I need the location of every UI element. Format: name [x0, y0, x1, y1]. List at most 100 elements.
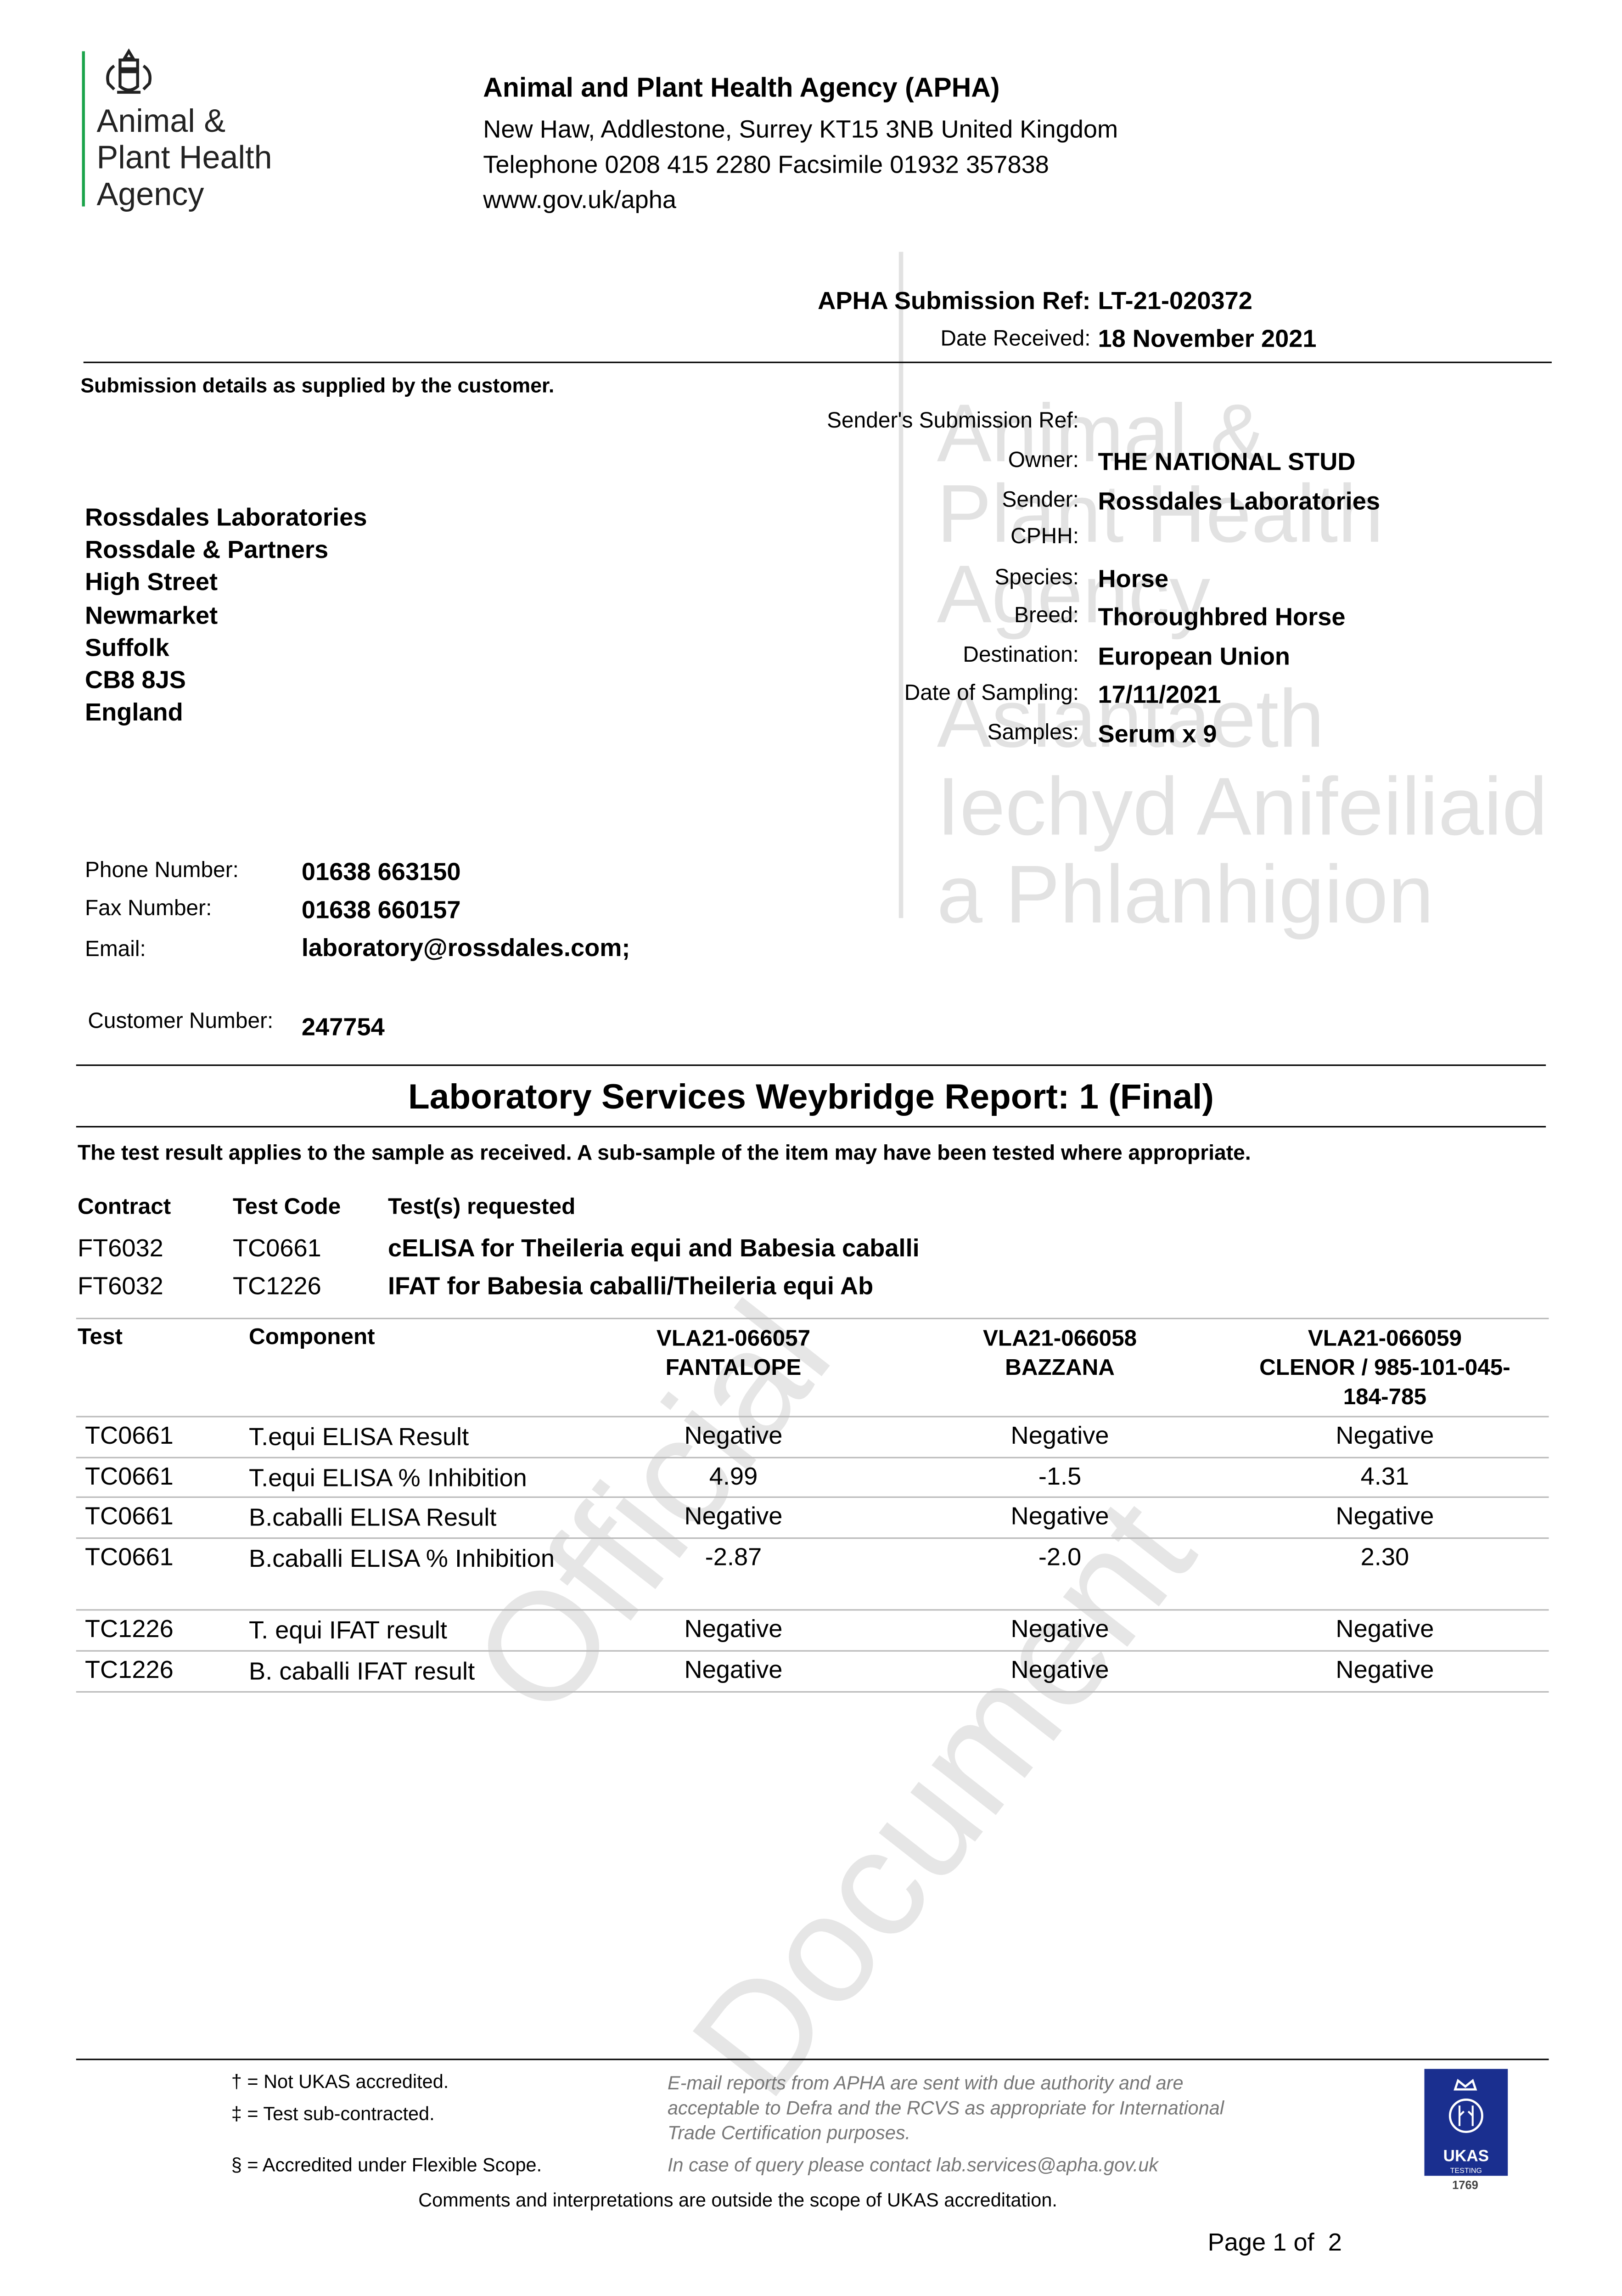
- customer-number-label: Customer Number:: [88, 1008, 274, 1034]
- org-address: New Haw, Addlestone, Surrey KT15 3NB Uni…: [483, 115, 1118, 144]
- fax-label: Fax Number:: [84, 896, 212, 921]
- phone-value: 01638 663150: [301, 858, 461, 886]
- col-header: Test(s) requested: [387, 1194, 576, 1220]
- component: T.equi ELISA % Inhibition: [249, 1464, 527, 1492]
- detail-label: CPHH:: [1010, 524, 1079, 549]
- email-value: laboratory@rossdales.com;: [301, 934, 630, 962]
- component: B.caballi ELISA Result: [249, 1503, 497, 1532]
- divider: [83, 361, 1552, 363]
- row-divider: [76, 1537, 1549, 1539]
- date-received-label: Date Received:: [940, 326, 1091, 352]
- ukas-comments: Comments and interpretations are outside…: [418, 2189, 1057, 2211]
- ukas-number: 1769: [1452, 2178, 1478, 2192]
- detail-value: THE NATIONAL STUD: [1098, 448, 1356, 476]
- org-name: Animal and Plant Health Agency (APHA): [483, 72, 1000, 103]
- contract: FT6032: [77, 1272, 163, 1300]
- component: B. caballi IFAT result: [249, 1657, 475, 1686]
- watermark-text: Animal &: [937, 386, 1265, 479]
- test-code: TC0661: [84, 1502, 174, 1531]
- footnote: ‡ = Test sub-contracted.: [231, 2102, 435, 2125]
- col-header: Contract: [77, 1194, 171, 1220]
- result-sample-3: 2.30: [1360, 1543, 1409, 1571]
- detail-value: Horse: [1098, 565, 1169, 593]
- result-sample-1: 4.99: [709, 1463, 758, 1491]
- result-sample-3: Negative: [1336, 1422, 1434, 1450]
- detail-label: Date of Sampling:: [904, 681, 1079, 706]
- org-phone: Telephone 0208 415 2280 Facsimile 01932 …: [483, 151, 1049, 179]
- logo-text: Animal & Plant Health Agency: [96, 102, 272, 213]
- watermark-text: Agency: [937, 547, 1211, 640]
- footnote: § = Accredited under Flexible Scope.: [231, 2154, 542, 2176]
- detail-label: Sender:: [1002, 487, 1079, 513]
- customer-number-value: 247754: [301, 1013, 385, 1041]
- detail-value: Rossdales Laboratories: [1098, 487, 1381, 516]
- email-note: E-mail reports from APHA are sent with d…: [668, 2071, 1224, 2144]
- query-note: In case of query please contact lab.serv…: [668, 2154, 1159, 2176]
- detail-value: 17/11/2021: [1098, 681, 1221, 709]
- disclaimer: The test result applies to the sample as…: [77, 1142, 1251, 1166]
- component: T. equi IFAT result: [249, 1616, 447, 1644]
- logo-rule: [82, 51, 85, 207]
- col-header: Test Code: [232, 1194, 341, 1220]
- watermark-rule: [898, 252, 904, 918]
- row-divider: [76, 1496, 1549, 1498]
- ukas-logo: UKAS TESTING: [1424, 2069, 1508, 2176]
- test-code: TC0661: [84, 1422, 174, 1450]
- test-name: IFAT for Babesia caballi/Theileria equi …: [387, 1272, 874, 1300]
- result-sample-2: Negative: [1010, 1502, 1109, 1531]
- detail-value: Thoroughbred Horse: [1098, 603, 1346, 631]
- fax-value: 01638 660157: [301, 896, 461, 924]
- result-sample-2: Negative: [1010, 1656, 1109, 1684]
- page-number: Page 1 of 2: [1207, 2228, 1342, 2257]
- detail-label: Sender's Submission Ref:: [827, 408, 1079, 433]
- email-label: Email:: [84, 937, 146, 962]
- customer-address: Rossdales Laboratories Rossdale & Partner…: [84, 503, 367, 727]
- ukas-text: UKAS: [1443, 2148, 1489, 2166]
- test-code: TC0661: [84, 1543, 174, 1571]
- detail-value: Serum x 9: [1098, 720, 1217, 748]
- watermark-text: Asiantaeth: [937, 672, 1325, 765]
- col-header: Test: [77, 1325, 123, 1350]
- submission-ref-label: APHA Submission Ref:: [818, 287, 1091, 315]
- watermark-text: Iechyd Anifeiliaid: [937, 760, 1548, 852]
- phone-label: Phone Number:: [84, 858, 239, 883]
- row-divider: [76, 1609, 1549, 1611]
- result-sample-1: Negative: [684, 1422, 783, 1450]
- watermark-text: a Phlanhigion: [937, 848, 1434, 940]
- result-sample-3: Negative: [1336, 1656, 1434, 1684]
- detail-value: European Union: [1098, 642, 1291, 671]
- test-code: TC1226: [84, 1656, 174, 1684]
- detail-label: Owner:: [1008, 448, 1079, 473]
- ukas-crown-icon: [1448, 2078, 1483, 2133]
- submission-note: Submission details as supplied by the cu…: [80, 373, 555, 397]
- footnote: † = Not UKAS accredited.: [231, 2070, 449, 2093]
- result-sample-2: Negative: [1010, 1422, 1109, 1450]
- submission-ref-value: LT-21-020372: [1098, 287, 1252, 315]
- report-title: Laboratory Services Weybridge Report: 1 …: [408, 1077, 1214, 1117]
- detail-label: Species:: [994, 565, 1079, 591]
- test-code: TC0661: [84, 1463, 174, 1491]
- result-sample-2: -1.5: [1038, 1463, 1082, 1491]
- sample-header: VLA21-066058 BAZZANA: [982, 1326, 1137, 1381]
- result-sample-3: 4.31: [1360, 1463, 1409, 1491]
- divider: [76, 1064, 1546, 1066]
- test-code: TC1226: [84, 1615, 174, 1643]
- result-sample-3: Negative: [1336, 1502, 1434, 1531]
- result-sample-1: Negative: [684, 1502, 783, 1531]
- detail-label: Destination:: [963, 642, 1079, 668]
- detail-label: Samples:: [987, 720, 1079, 745]
- row-divider: [76, 1691, 1549, 1693]
- contract: FT6032: [77, 1234, 163, 1262]
- row-divider: [76, 1457, 1549, 1458]
- result-sample-2: -2.0: [1038, 1543, 1082, 1571]
- ukas-sub: TESTING: [1450, 2167, 1482, 2176]
- divider: [76, 2059, 1549, 2060]
- watermark-text: Plant Health: [937, 467, 1384, 560]
- result-sample-3: Negative: [1336, 1615, 1434, 1643]
- result-sample-2: Negative: [1010, 1615, 1109, 1643]
- test-name: cELISA for Theileria equi and Babesia ca…: [387, 1234, 920, 1262]
- sample-header: VLA21-066057 FANTALOPE: [656, 1326, 811, 1381]
- result-sample-1: Negative: [684, 1615, 783, 1643]
- col-header: Component: [249, 1325, 375, 1350]
